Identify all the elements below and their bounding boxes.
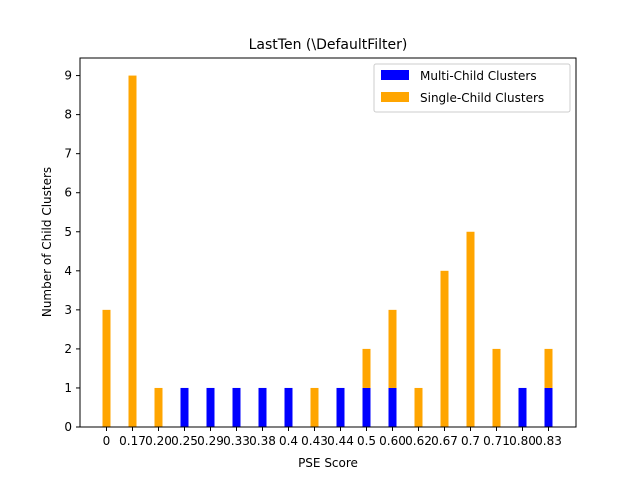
bar-multi-child-10 [362,387,371,427]
x-axis-label: PSE Score [298,456,358,470]
bar-single-child-10 [362,348,371,388]
bar-single-child-14 [466,231,475,427]
x-tick-label-12: 0.62 [405,434,432,448]
x-tick-label-3: 0.25 [171,434,198,448]
bar-multi-child-16 [518,387,527,427]
x-tick-label-17: 0.83 [535,434,562,448]
y-tick-label-1: 1 [64,381,72,395]
x-tick-label-6: 0.38 [249,434,276,448]
x-tick-label-15: 0.71 [483,434,510,448]
y-tick-label-5: 5 [64,225,72,239]
legend-label-multi-child: Multi-Child Clusters [420,69,537,83]
chart-title: LastTen (\DefaultFilter) [249,37,408,53]
y-tick-label-4: 4 [64,264,72,278]
x-tick-label-2: 0.20 [145,434,172,448]
x-tick-label-11: 0.60 [379,434,406,448]
y-tick-label-6: 6 [64,186,72,200]
bar-single-child-0 [102,309,111,427]
legend-frame [373,63,571,113]
bar-multi-child-11 [388,387,397,427]
bar-single-child-17 [544,348,553,388]
bar-single-child-8 [310,387,319,427]
bars-layer [102,75,553,427]
y-axis-label: Number of Child Clusters [40,167,54,317]
x-tick-label-10: 0.5 [357,434,376,448]
x-tick-label-14: 0.7 [461,434,480,448]
x-tick-label-8: 0.43 [301,434,328,448]
x-tick-label-0: 0 [103,434,111,448]
y-tick-label-7: 7 [64,147,72,161]
bar-multi-child-5 [232,387,241,427]
y-tick-label-2: 2 [64,342,72,356]
bar-single-child-1 [128,75,137,427]
bar-multi-child-3 [180,387,189,427]
bar-multi-child-9 [336,387,345,427]
x-tick-label-9: 0.44 [327,434,354,448]
x-tick-label-16: 0.80 [509,434,536,448]
bar-single-child-2 [154,387,163,427]
x-tick-label-1: 0.17 [119,434,146,448]
y-tick-label-3: 3 [64,303,72,317]
bar-multi-child-4 [206,387,215,427]
y-tick-label-9: 9 [64,69,72,83]
y-tick-label-8: 8 [64,108,72,122]
bar-multi-child-7 [284,387,293,427]
bar-single-child-12 [414,387,423,427]
x-tick-label-13: 0.67 [431,434,458,448]
x-tick-label-7: 0.4 [279,434,298,448]
x-tick-label-5: 0.33 [223,434,250,448]
bar-multi-child-17 [544,387,553,427]
bar-multi-child-6 [258,387,267,427]
y-axis-ticks: 0 1 2 3 4 5 6 7 8 9 [64,69,80,434]
bar-single-child-13 [440,270,449,427]
legend-swatch-single-child [381,92,409,102]
y-tick-label-0: 0 [64,420,72,434]
x-tick-label-4: 0.29 [197,434,224,448]
x-axis-ticks: 0 0.17 0.20 0.25 0.29 0.33 0.38 0.4 0.43 0.44 0.5 0… [103,427,562,448]
bar-single-child-11 [388,309,397,388]
legend-swatch-multi-child [381,70,409,80]
legend: Multi-Child Clusters Single-Child Cluste… [373,63,571,113]
bar-single-child-15 [492,348,501,427]
legend-label-single-child: Single-Child Clusters [420,91,544,105]
plot-frame [79,57,577,428]
